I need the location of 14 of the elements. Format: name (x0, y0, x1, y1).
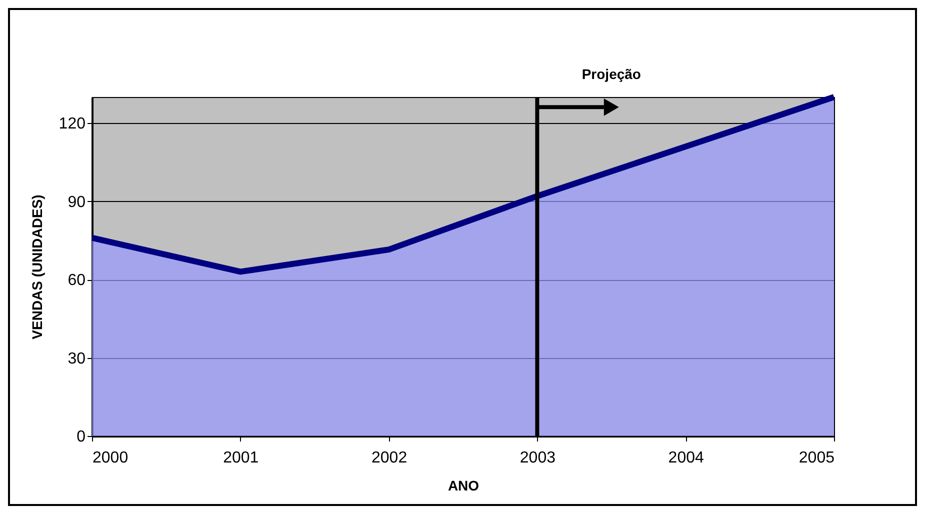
x-tick-label: 2000 (92, 450, 128, 466)
x-tick-label: 2002 (372, 450, 408, 466)
y-tick-label: 60 (68, 272, 86, 290)
y-tick-label: 0 (76, 428, 86, 446)
y-tick-label: 30 (68, 350, 86, 368)
x-tick-label: 2003 (520, 450, 556, 466)
x-tick-label: 2001 (223, 450, 259, 466)
x-tick-label: 2004 (668, 450, 704, 466)
x-tick-label: 2005 (798, 450, 835, 466)
y-tick-label: 120 (58, 116, 86, 133)
y-axis-title: VENDAS (UNIDADES) (28, 194, 45, 340)
ref-line-label: Projeção (582, 66, 641, 82)
y-tick-label: 90 (68, 194, 86, 211)
x-axis-title: ANO (448, 478, 480, 494)
